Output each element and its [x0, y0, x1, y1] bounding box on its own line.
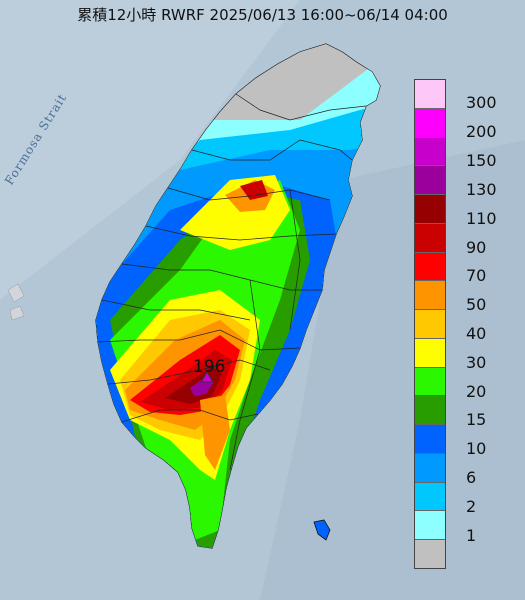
legend-swatch — [415, 425, 445, 454]
legend-swatch — [415, 511, 445, 541]
color-legend — [414, 79, 446, 569]
map-title: 累積12小時 RWRF 2025/06/13 16:00~06/14 04:00 — [77, 6, 448, 24]
legend-label: 70 — [466, 266, 487, 286]
legend-swatch — [415, 540, 445, 569]
legend-swatch — [415, 482, 445, 512]
legend-label: 20 — [466, 381, 487, 401]
legend-label: 2 — [466, 496, 477, 516]
max-rainfall-value: 196 — [193, 357, 226, 377]
legend-swatch — [415, 195, 445, 224]
legend-labels: 300 200 150 130 110 90 70 50 40 30 20 15 10 6 2 1 — [466, 79, 521, 569]
legend-swatch — [415, 223, 445, 253]
legend-swatch — [415, 137, 445, 167]
legend-swatch — [415, 367, 445, 397]
kinmen-islands — [9, 305, 25, 321]
legend-swatch — [415, 281, 445, 311]
legend-label: 200 — [466, 122, 497, 142]
triangle-icon — [200, 371, 214, 383]
sea-shading — [260, 140, 525, 600]
legend-swatch — [415, 453, 445, 483]
legend-swatch — [415, 396, 445, 426]
legend-label: 30 — [466, 352, 487, 372]
legend-label: 15 — [466, 410, 487, 430]
legend-label: 300 — [466, 93, 497, 113]
county-boundaries — [97, 93, 367, 471]
legend-swatch — [415, 80, 445, 109]
legend-label: 90 — [466, 237, 487, 257]
legend-label: 10 — [466, 439, 487, 459]
penghu-islands — [7, 283, 25, 303]
green-island — [313, 519, 331, 541]
legend-label: 1 — [466, 525, 477, 545]
legend-label: 50 — [466, 295, 487, 315]
legend-label: 6 — [466, 468, 477, 488]
legend-label: 130 — [466, 179, 497, 199]
legend-label: 150 — [466, 151, 497, 171]
legend-label: 110 — [466, 208, 497, 228]
legend-swatch — [415, 338, 445, 368]
sea-shading-west — [0, 0, 300, 300]
legend-label: 40 — [466, 324, 487, 343]
legend-swatch — [415, 108, 445, 138]
legend-swatch — [415, 252, 445, 282]
legend-swatch — [415, 166, 445, 196]
legend-swatch — [415, 310, 445, 339]
